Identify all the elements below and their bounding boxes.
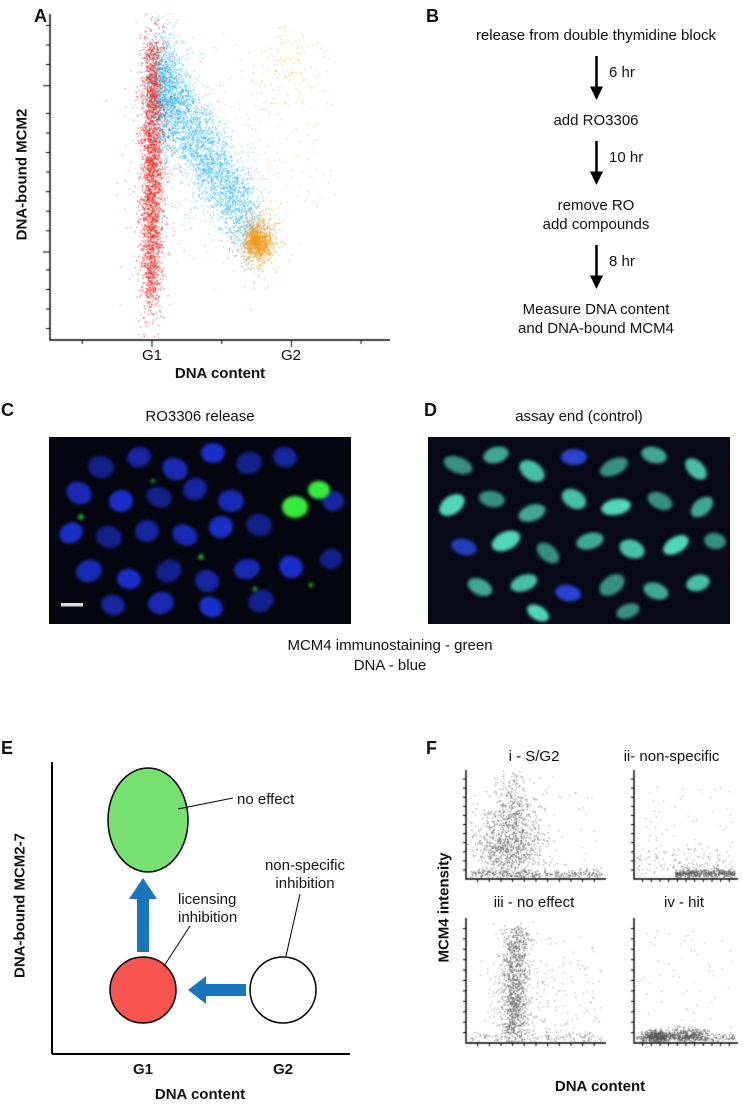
flow-step-add-ro: add RO3306	[553, 112, 639, 129]
no-effect-ellipse	[107, 767, 189, 873]
flow-step-measure-line2: and DNA-bound MCM4	[518, 320, 674, 337]
flow-step-remove-ro-line2: add compounds	[542, 216, 650, 233]
flow-step-measure: Measure DNA content and DNA-bound MCM4	[518, 300, 674, 338]
panel-f-scatter-ii	[628, 768, 740, 885]
flow-arrow-3: 8 hr	[452, 245, 740, 289]
panel-d-label: D	[424, 400, 437, 420]
panel-c-label: C	[1, 400, 14, 420]
non-specific-circle	[249, 956, 317, 1024]
panel-a-xtick-g2: G2	[280, 347, 301, 364]
down-arrow-icon	[589, 141, 603, 185]
panel-f-subtitle-iv: iv - hit	[663, 894, 704, 911]
flow-arrow-2: 10 hr	[452, 141, 740, 185]
caption-line-2: DNA - blue	[353, 657, 427, 674]
microscopy-caption: MCM4 immunostaining - green DNA - blue	[40, 636, 740, 676]
panel-a-xtick-g1: G1	[141, 347, 162, 364]
panel-f-subtitle-iii: iii - no effect	[493, 894, 575, 911]
licensing-inhibition-circle	[109, 956, 177, 1024]
panel-d-title: assay end (control)	[515, 408, 643, 425]
panel-f-subtitle-i: i - S/G2	[508, 748, 560, 765]
flow-arrow-1: 6 hr	[452, 56, 740, 100]
duration-6hr: 6 hr	[609, 64, 635, 81]
licensing-annotation-line1: licensing	[178, 891, 236, 908]
no-effect-annotation: no effect	[237, 791, 295, 808]
panel-a-scatter-plot	[42, 10, 394, 348]
panel-d-microscopy-image	[428, 437, 730, 624]
panel-f-scatter-iv	[628, 916, 740, 1049]
duration-8hr: 8 hr	[609, 253, 635, 270]
down-arrow-icon	[589, 56, 603, 100]
down-arrow-icon	[589, 245, 603, 289]
non-specific-annotation-line2: inhibition	[275, 875, 334, 892]
non-specific-annotation-line1: non-specific	[265, 857, 346, 874]
duration-10hr: 10 hr	[609, 149, 644, 166]
panel-b-label: B	[426, 6, 439, 26]
panel-e-xlabel: DNA content	[155, 1086, 245, 1103]
flow-step-release: release from double thymidine block	[475, 27, 717, 44]
caption-line-1: MCM4 immunostaining - green	[287, 637, 493, 654]
panel-e-diagram: no effect licensing inhibition non-speci…	[51, 762, 350, 1103]
up-arrow-icon	[129, 878, 157, 952]
panel-f-scatter-i	[460, 768, 608, 885]
non-specific-pointer-line	[285, 893, 301, 957]
panel-f-label: F	[426, 738, 437, 758]
panel-f-xlabel: DNA content	[554, 1078, 646, 1095]
panel-f-scatter-iii	[460, 916, 608, 1049]
panel-e-ylabel: DNA-bound MCM2-7	[11, 833, 29, 978]
flow-step-remove-ro-line1: remove RO	[557, 197, 635, 214]
panel-e-xtick-g2: G2	[273, 1061, 293, 1078]
licensing-annotation-line2: inhibition	[178, 909, 237, 926]
panel-e-label: E	[1, 738, 14, 758]
licensing-pointer-line	[163, 925, 191, 967]
flow-step-measure-line1: Measure DNA content	[522, 301, 670, 318]
panel-f-subtitle-ii: ii- non-specific	[623, 748, 720, 765]
flow-step-remove-ro: remove RO add compounds	[543, 196, 650, 234]
panel-e-xtick-g1: G1	[133, 1061, 153, 1078]
panel-c-microscopy-image	[49, 437, 351, 624]
panel-a-xlabel: DNA content	[174, 365, 266, 382]
panel-f-ylabel: MCM4 intensity	[435, 852, 453, 963]
left-arrow-icon	[188, 976, 246, 1004]
panel-c-title: RO3306 release	[145, 408, 255, 425]
no-effect-pointer-line	[177, 797, 234, 810]
panel-a-ylabel: DNA-bound MCM2	[13, 108, 31, 241]
panel-b-flowchart: release from double thymidine block 6 hr…	[452, 24, 740, 340]
